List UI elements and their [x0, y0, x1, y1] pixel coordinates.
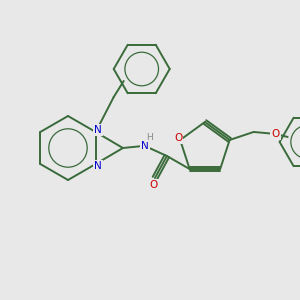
Text: O: O	[174, 133, 182, 143]
Text: O: O	[150, 180, 158, 190]
Text: N: N	[94, 161, 102, 171]
Text: H: H	[146, 133, 153, 142]
Text: N: N	[94, 125, 102, 135]
Text: N: N	[141, 141, 149, 151]
Text: O: O	[272, 129, 280, 139]
